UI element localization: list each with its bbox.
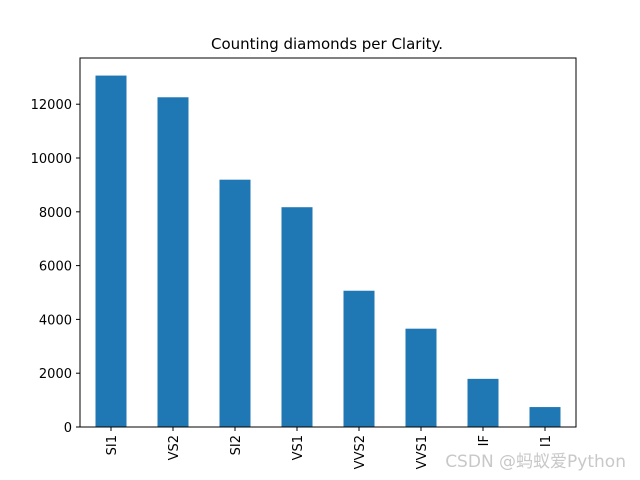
x-tick-label: IF — [477, 435, 492, 446]
x-tick-label: VS2 — [167, 435, 182, 460]
bar-si2 — [219, 179, 251, 427]
y-tick-label: 8000 — [39, 206, 72, 221]
x-tick-label: SI1 — [105, 435, 120, 455]
y-tick-label: 4000 — [39, 313, 72, 328]
y-tick-label: 10000 — [31, 152, 72, 167]
bar-vs1 — [281, 207, 313, 427]
x-axis: SI1 VS2 SI2 VS1 VVS2 VVS1 IF I1 — [105, 427, 554, 469]
chart-title: Counting diamonds per Clarity. — [211, 35, 443, 53]
x-tick-label: SI2 — [229, 435, 244, 455]
y-tick-label: 2000 — [39, 367, 72, 382]
x-tick-label: VS1 — [291, 435, 306, 460]
plot-frame — [79, 57, 577, 428]
bar-vvs2 — [343, 290, 375, 427]
x-tick-label: I1 — [539, 435, 554, 447]
x-tick-label: VVS2 — [353, 435, 368, 469]
bar-vs2 — [157, 97, 189, 428]
y-tick-label: 0 — [64, 421, 72, 436]
y-axis: 0 2000 4000 6000 8000 10000 12000 — [31, 98, 80, 436]
bar-if — [467, 378, 499, 427]
bar-si1 — [95, 75, 127, 427]
y-tick-label: 12000 — [31, 98, 72, 113]
watermark-text: CSDN @蚂蚁爱Python — [445, 452, 626, 472]
bar-i1 — [529, 407, 561, 427]
bars-group — [95, 75, 561, 428]
bar-vvs1 — [405, 328, 437, 427]
x-tick-label: VVS1 — [415, 435, 430, 469]
y-tick-label: 6000 — [39, 260, 72, 275]
